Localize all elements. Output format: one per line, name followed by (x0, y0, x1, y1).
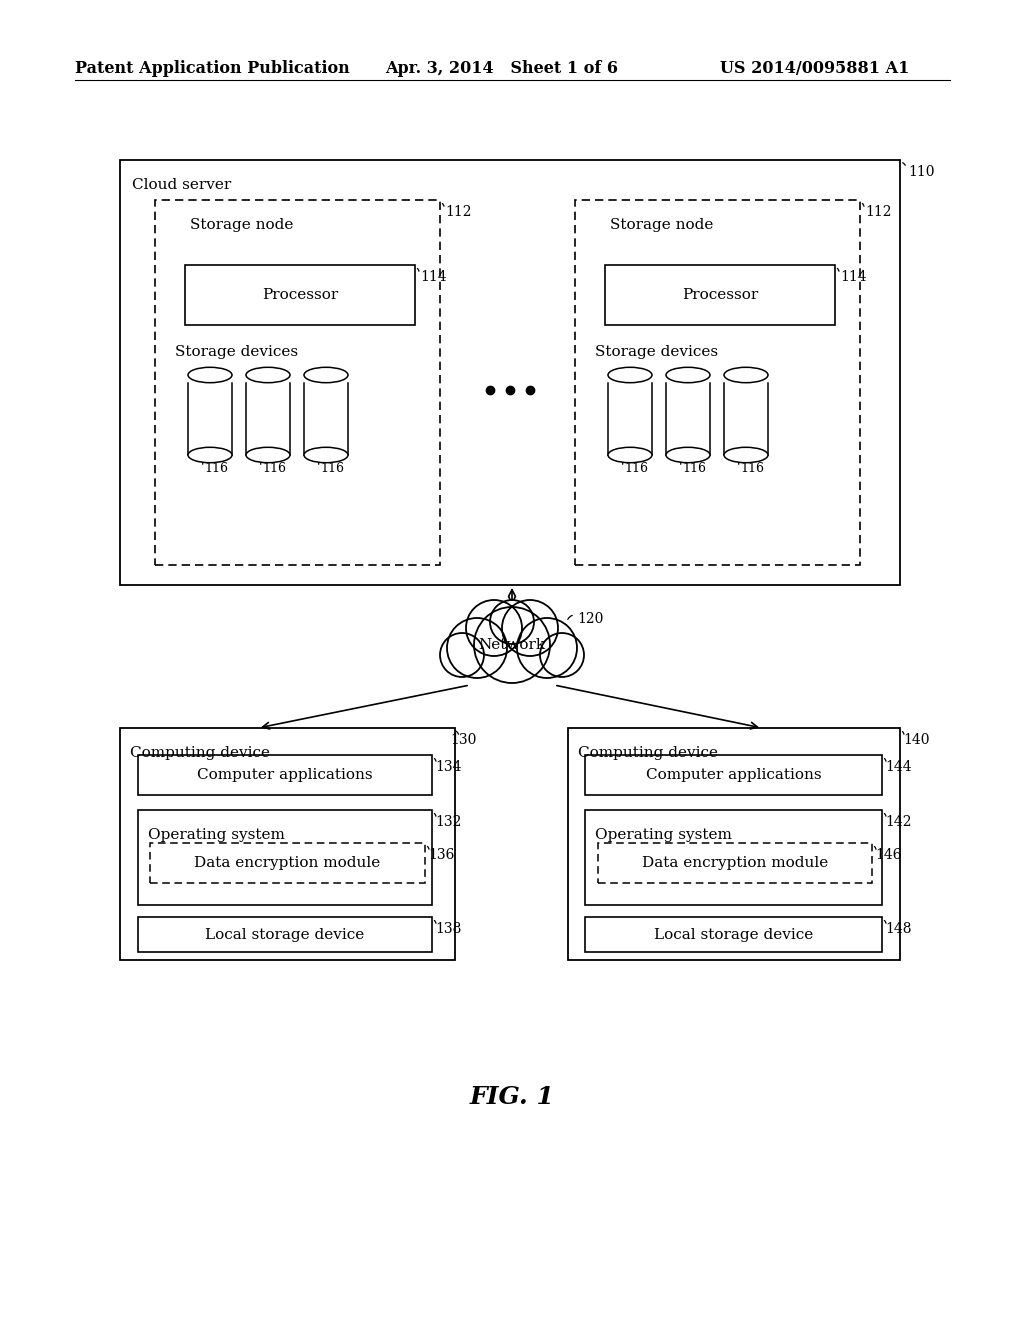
FancyBboxPatch shape (585, 917, 882, 952)
Text: Operating system: Operating system (595, 828, 732, 842)
FancyBboxPatch shape (608, 383, 652, 455)
Text: Data encryption module: Data encryption module (642, 855, 828, 870)
Circle shape (466, 601, 522, 656)
FancyBboxPatch shape (120, 729, 455, 960)
Ellipse shape (724, 367, 768, 383)
Ellipse shape (608, 447, 652, 463)
Text: 116: 116 (319, 462, 344, 475)
Text: 146: 146 (874, 847, 901, 862)
Text: Data encryption module: Data encryption module (195, 855, 381, 870)
Ellipse shape (304, 367, 348, 383)
FancyBboxPatch shape (188, 383, 232, 455)
Text: 120: 120 (577, 612, 603, 626)
Text: 134: 134 (435, 760, 462, 774)
Text: Local storage device: Local storage device (654, 928, 813, 941)
Text: US 2014/0095881 A1: US 2014/0095881 A1 (720, 59, 909, 77)
Text: Storage node: Storage node (610, 218, 714, 232)
FancyBboxPatch shape (724, 383, 768, 455)
Text: 116: 116 (682, 462, 706, 475)
Ellipse shape (188, 367, 232, 383)
Text: 142: 142 (885, 814, 911, 829)
FancyBboxPatch shape (138, 755, 432, 795)
Text: Storage devices: Storage devices (595, 345, 718, 359)
FancyBboxPatch shape (575, 201, 860, 565)
FancyBboxPatch shape (568, 729, 900, 960)
Ellipse shape (608, 367, 652, 383)
FancyBboxPatch shape (666, 383, 710, 455)
FancyBboxPatch shape (138, 810, 432, 906)
Text: Local storage device: Local storage device (206, 928, 365, 941)
Ellipse shape (188, 447, 232, 463)
Ellipse shape (724, 447, 768, 463)
FancyBboxPatch shape (585, 810, 882, 906)
Text: Cloud server: Cloud server (132, 178, 231, 191)
FancyBboxPatch shape (155, 201, 440, 565)
FancyBboxPatch shape (605, 265, 835, 325)
FancyBboxPatch shape (598, 843, 872, 883)
Text: 112: 112 (865, 205, 892, 219)
FancyBboxPatch shape (120, 160, 900, 585)
Text: Storage devices: Storage devices (175, 345, 298, 359)
Text: FIG. 1: FIG. 1 (470, 1085, 554, 1109)
Text: 140: 140 (903, 733, 930, 747)
Text: 138: 138 (435, 921, 462, 936)
Text: Storage node: Storage node (190, 218, 293, 232)
Ellipse shape (304, 447, 348, 463)
Text: Network: Network (478, 638, 546, 652)
Text: Processor: Processor (262, 288, 338, 302)
Circle shape (474, 607, 550, 682)
Text: 116: 116 (262, 462, 286, 475)
FancyBboxPatch shape (138, 917, 432, 952)
Text: 132: 132 (435, 814, 462, 829)
Text: 130: 130 (450, 733, 476, 747)
Text: Computer applications: Computer applications (646, 768, 821, 781)
Text: 136: 136 (428, 847, 455, 862)
Text: Processor: Processor (682, 288, 758, 302)
Text: Computing device: Computing device (578, 746, 718, 760)
Circle shape (502, 601, 558, 656)
Text: Computing device: Computing device (130, 746, 270, 760)
Text: 114: 114 (840, 271, 866, 284)
Circle shape (540, 634, 584, 677)
Circle shape (517, 618, 577, 678)
Text: Patent Application Publication: Patent Application Publication (75, 59, 350, 77)
FancyBboxPatch shape (185, 265, 415, 325)
Text: Operating system: Operating system (148, 828, 285, 842)
Text: Apr. 3, 2014   Sheet 1 of 6: Apr. 3, 2014 Sheet 1 of 6 (385, 59, 618, 77)
Text: 112: 112 (445, 205, 471, 219)
Text: 114: 114 (420, 271, 446, 284)
FancyBboxPatch shape (246, 383, 290, 455)
Text: 116: 116 (740, 462, 764, 475)
Text: 116: 116 (204, 462, 228, 475)
Ellipse shape (246, 367, 290, 383)
Text: 148: 148 (885, 921, 911, 936)
Circle shape (447, 618, 507, 678)
Text: 116: 116 (624, 462, 648, 475)
Circle shape (440, 634, 484, 677)
FancyBboxPatch shape (585, 755, 882, 795)
Circle shape (490, 601, 534, 644)
Ellipse shape (246, 447, 290, 463)
Text: Computer applications: Computer applications (198, 768, 373, 781)
Ellipse shape (666, 447, 710, 463)
Text: 144: 144 (885, 760, 911, 774)
Text: 110: 110 (908, 165, 935, 180)
FancyBboxPatch shape (150, 843, 425, 883)
Ellipse shape (666, 367, 710, 383)
FancyBboxPatch shape (304, 383, 348, 455)
